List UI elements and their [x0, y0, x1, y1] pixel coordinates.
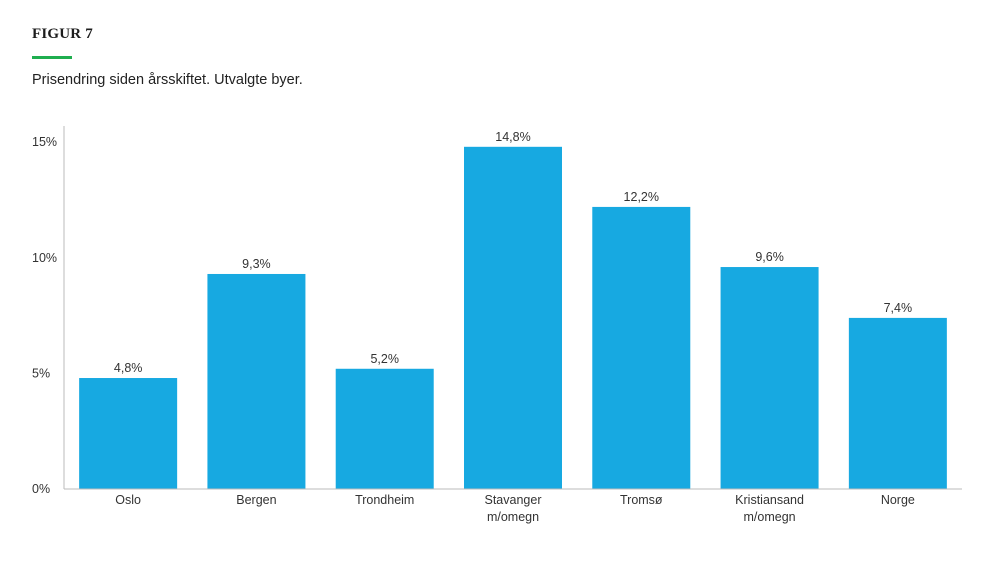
bar — [848, 317, 947, 489]
bars: 4,8% 9,3% 5,2% 14,8% 12,2% 9,6% 7,4% — [79, 130, 947, 490]
bar — [464, 146, 562, 490]
x-tick-label: m/omegn — [744, 510, 796, 524]
y-tick-label: 10% — [32, 251, 57, 265]
x-tick-label: Trondheim — [355, 493, 414, 507]
data-label: 14,8% — [495, 130, 530, 144]
x-tick-label: Tromsø — [620, 493, 663, 507]
bar — [79, 378, 178, 489]
x-tick-label: Bergen — [236, 493, 276, 507]
y-tick-label: 0% — [32, 482, 50, 496]
bar — [335, 368, 434, 489]
y-axis: 0% 5% 10% 15% — [32, 126, 65, 496]
data-label: 4,8% — [114, 361, 143, 375]
data-label: 7,4% — [884, 301, 913, 315]
x-axis: Oslo Bergen Trondheim Stavanger m/omegn Troms… — [64, 488, 962, 524]
x-tick-label: m/omegn — [487, 510, 539, 524]
figure-label: FIGUR 7 — [32, 26, 93, 42]
x-tick-label: Oslo — [115, 493, 141, 507]
y-tick-label: 5% — [32, 366, 50, 380]
chart-subtitle: Prisendring siden årsskiftet. Utvalgte b… — [32, 72, 303, 88]
x-tick-label: Norge — [881, 493, 915, 507]
x-tick-label: Stavanger — [485, 493, 542, 507]
bar — [592, 206, 691, 489]
accent-rule — [32, 56, 72, 59]
x-tick-label: Kristiansand — [735, 493, 804, 507]
bar — [720, 267, 819, 489]
data-label: 9,6% — [755, 250, 784, 264]
y-tick-label: 15% — [32, 135, 57, 149]
data-label: 9,3% — [242, 257, 271, 271]
data-label: 12,2% — [624, 190, 659, 204]
data-label: 5,2% — [370, 352, 399, 366]
bar — [207, 273, 306, 489]
